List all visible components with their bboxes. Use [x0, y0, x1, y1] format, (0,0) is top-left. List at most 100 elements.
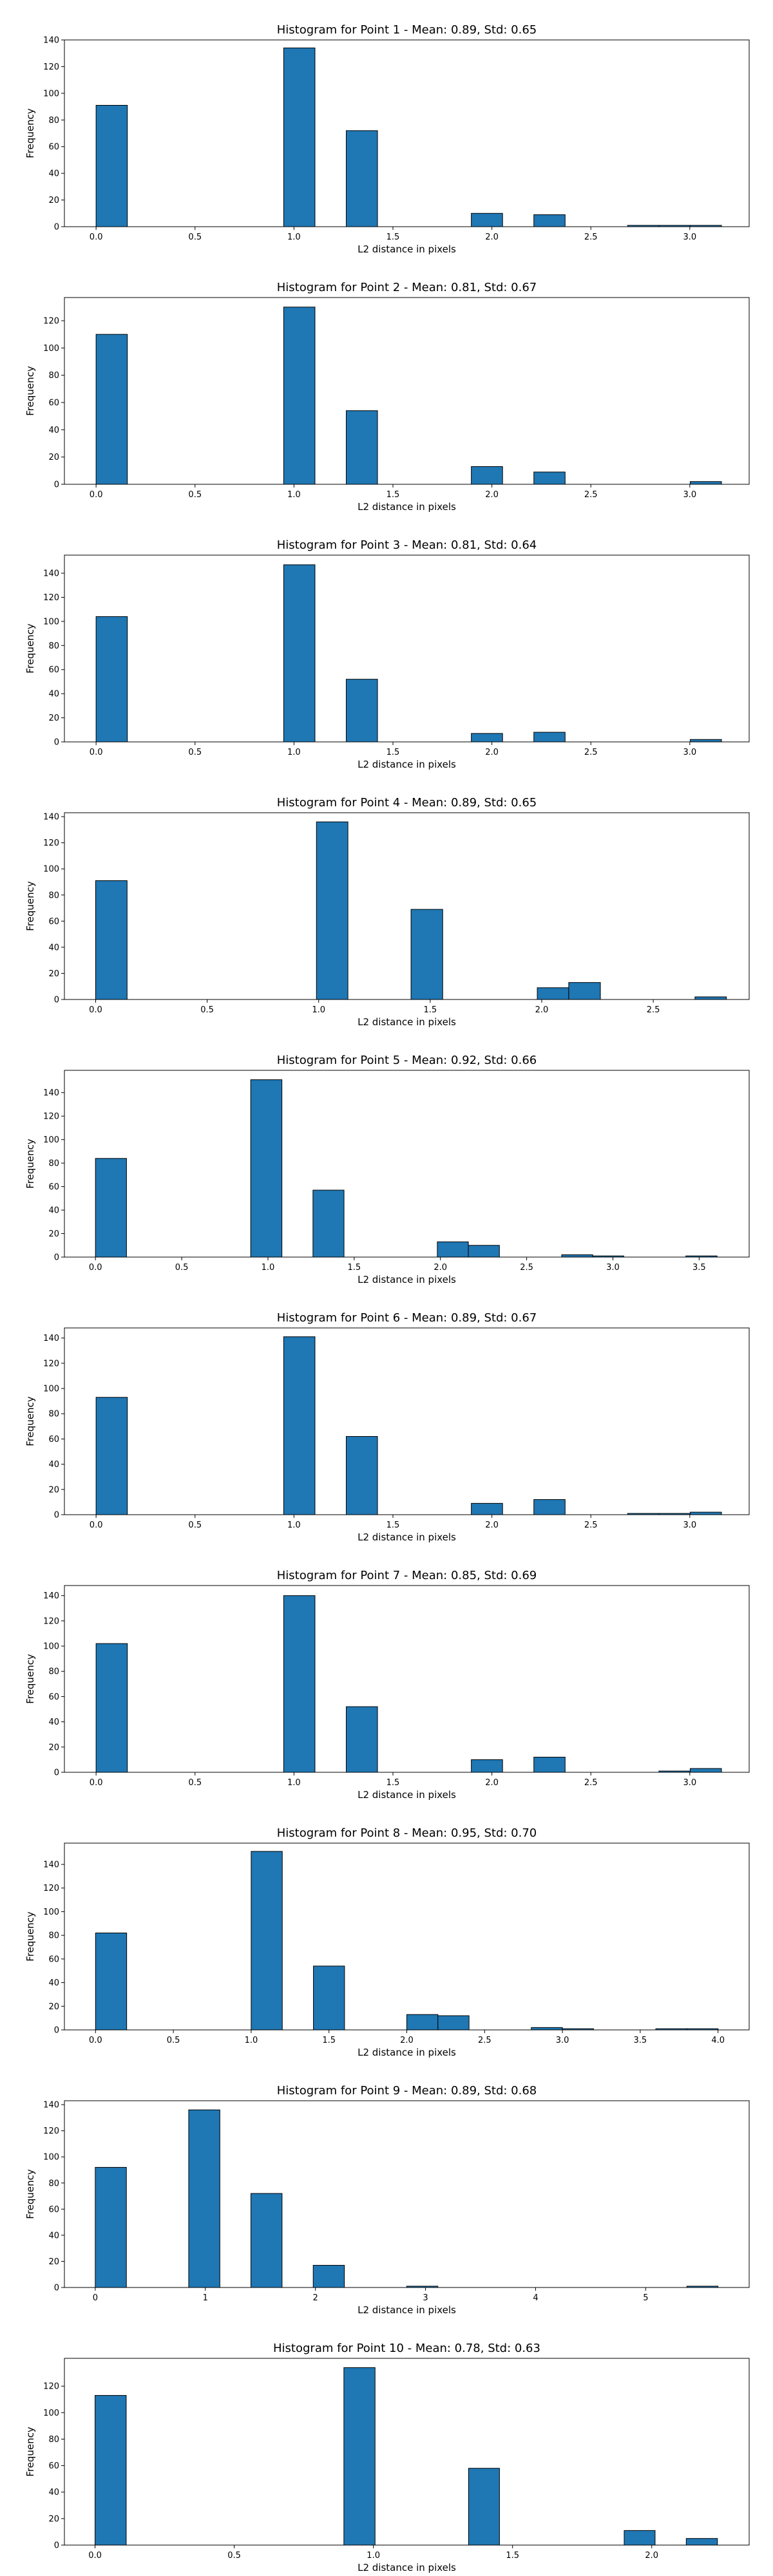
y-tick-label: 0 [54, 738, 59, 748]
histogram-panel-3: Histogram for Point 3 - Mean: 0.81, Std:… [24, 538, 750, 770]
histogram-bar [689, 481, 722, 485]
histogram-bar [95, 1932, 128, 2031]
y-tick-label: 100 [43, 89, 59, 99]
x-tick-label: 2.5 [584, 232, 598, 242]
y-tick-label: 140 [43, 813, 59, 822]
histogram-panel-4: Histogram for Point 4 - Mean: 0.89, Std:… [24, 796, 750, 1028]
y-tick-label: 60 [48, 1182, 59, 1192]
x-tick-label: 1.0 [287, 748, 301, 757]
x-tick-label: 3.0 [683, 232, 696, 242]
x-axis-label: L2 distance in pixels [358, 2047, 456, 2058]
x-axis-label: L2 distance in pixels [358, 1789, 456, 1801]
y-tick-label: 100 [43, 865, 59, 875]
histogram-bar [251, 2193, 283, 2288]
y-tick-label: 100 [43, 1908, 59, 1917]
y-tick-label: 40 [48, 1460, 59, 1470]
x-tick-label: 0.0 [90, 490, 103, 500]
axes-frame [64, 2358, 750, 2546]
x-tick-label: 0.5 [188, 748, 202, 757]
y-tick-label: 0 [54, 1511, 59, 1520]
histogram-bar [345, 1706, 378, 1773]
x-tick-label: 2.0 [485, 1520, 499, 1530]
x-tick-label: 0.5 [188, 490, 202, 500]
x-tick-label: 0.0 [90, 232, 103, 242]
x-tick-label: 4 [533, 2293, 538, 2303]
y-tick-label: 20 [48, 2514, 59, 2524]
y-tick-label: 80 [48, 1159, 59, 1169]
y-tick-label: 140 [43, 569, 59, 579]
x-tick-label: 2.0 [535, 1005, 549, 1015]
x-tick-label: 0.5 [227, 2551, 241, 2561]
histogram-bar [471, 213, 503, 227]
y-tick-label: 100 [43, 2409, 59, 2418]
axes-frame [64, 1070, 750, 1258]
y-tick-label: 20 [48, 1743, 59, 1752]
histogram-bar [95, 1158, 127, 1258]
y-tick-label: 60 [48, 2205, 59, 2215]
histogram-bar [95, 2395, 127, 2546]
x-tick-label: 2.0 [434, 1263, 447, 1273]
histogram-bar [95, 2166, 127, 2288]
x-tick-label: 1.5 [386, 1520, 400, 1530]
x-tick-label: 0.0 [90, 1778, 103, 1788]
y-tick-label: 140 [43, 1088, 59, 1098]
histogram-panel-6: Histogram for Point 6 - Mean: 0.89, Std:… [24, 1311, 750, 1543]
histogram-bar [561, 1254, 593, 1258]
chart-title: Histogram for Point 7 - Mean: 0.85, Std:… [277, 1569, 537, 1582]
y-tick-label: 40 [48, 690, 59, 699]
axes-frame [64, 2100, 750, 2288]
x-tick-label: 1.0 [262, 1263, 275, 1273]
histogram-panel-7: Histogram for Point 7 - Mean: 0.85, Std:… [24, 1569, 750, 1801]
x-tick-label: 0.5 [200, 1005, 214, 1015]
x-tick-label: 0.5 [188, 232, 202, 242]
axes-frame [64, 812, 750, 1000]
histogram-bar [685, 2538, 718, 2546]
x-tick-label: 0.0 [90, 1520, 103, 1530]
x-tick-label: 0.0 [89, 2036, 102, 2045]
y-tick-label: 140 [43, 1591, 59, 1601]
histogram-bar [689, 1768, 722, 1773]
y-tick-label: 80 [48, 641, 59, 651]
histogram-bar [283, 1336, 316, 1515]
y-tick-label: 80 [48, 891, 59, 900]
histogram-bar [283, 307, 316, 485]
y-tick-label: 80 [48, 2435, 59, 2445]
y-tick-label: 0 [54, 996, 59, 1005]
x-tick-label: 3.0 [683, 1520, 696, 1530]
y-axis-label: Frequency [24, 623, 36, 674]
histogram-bar [533, 732, 566, 743]
x-tick-label: 2.5 [584, 490, 598, 500]
histogram-bar [283, 564, 316, 743]
histogram-bar [312, 1189, 345, 1258]
y-axis-label: Frequency [24, 108, 36, 158]
x-tick-label: 2.5 [647, 1005, 660, 1015]
x-tick-label: 1.0 [287, 232, 301, 242]
y-tick-label: 20 [48, 714, 59, 723]
x-axis-label: L2 distance in pixels [358, 1531, 456, 1543]
x-tick-label: 3.0 [683, 748, 696, 757]
x-tick-label: 2.5 [584, 748, 598, 757]
x-tick-label: 3.0 [606, 1263, 620, 1273]
y-tick-label: 60 [48, 142, 59, 152]
y-tick-label: 120 [43, 1359, 59, 1368]
x-axis-label: L2 distance in pixels [358, 243, 456, 255]
y-tick-label: 40 [48, 169, 59, 179]
y-tick-label: 80 [48, 371, 59, 381]
histogram-panel-9: Histogram for Point 9 - Mean: 0.89, Std:… [24, 2084, 750, 2316]
axes-frame [64, 39, 750, 227]
x-tick-label: 5 [643, 2293, 648, 2303]
x-tick-label: 1.5 [386, 748, 400, 757]
y-tick-label: 120 [43, 593, 59, 603]
chart-title: Histogram for Point 6 - Mean: 0.89, Std:… [277, 1311, 537, 1325]
y-tick-label: 0 [54, 480, 59, 490]
histogram-bar [689, 739, 722, 743]
x-tick-label: 3.5 [634, 2036, 647, 2045]
chart-title: Histogram for Point 9 - Mean: 0.89, Std:… [277, 2084, 537, 2098]
y-tick-label: 80 [48, 2179, 59, 2188]
histogram-bar [312, 2265, 345, 2288]
chart-title: Histogram for Point 4 - Mean: 0.89, Std:… [277, 796, 537, 810]
y-tick-label: 120 [43, 1112, 59, 1122]
chart-title: Histogram for Point 1 - Mean: 0.89, Std:… [277, 23, 537, 37]
y-axis-label: Frequency [24, 881, 36, 931]
y-tick-label: 120 [43, 316, 59, 326]
